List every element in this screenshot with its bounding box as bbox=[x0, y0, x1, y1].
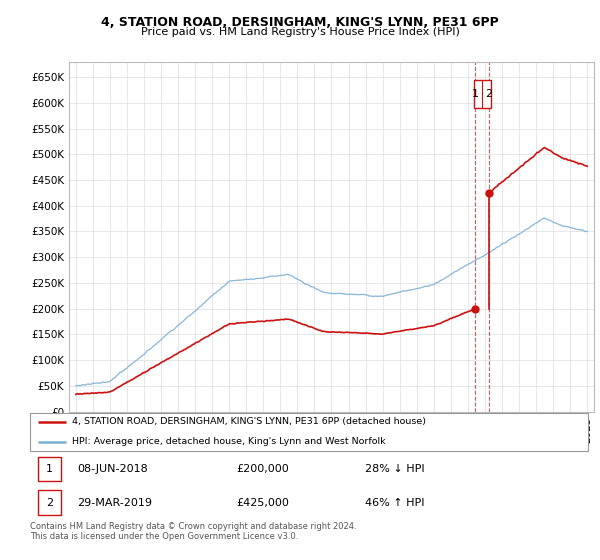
Text: 46% ↑ HPI: 46% ↑ HPI bbox=[365, 497, 424, 507]
Text: HPI: Average price, detached house, King's Lynn and West Norfolk: HPI: Average price, detached house, King… bbox=[72, 437, 385, 446]
Text: Contains HM Land Registry data © Crown copyright and database right 2024.: Contains HM Land Registry data © Crown c… bbox=[30, 522, 356, 531]
Text: 1: 1 bbox=[46, 464, 53, 474]
Text: £200,000: £200,000 bbox=[236, 464, 289, 474]
Text: 4, STATION ROAD, DERSINGHAM, KING'S LYNN, PE31 6PP (detached house): 4, STATION ROAD, DERSINGHAM, KING'S LYNN… bbox=[72, 417, 426, 426]
Bar bbox=[38, 457, 61, 481]
Text: 08-JUN-2018: 08-JUN-2018 bbox=[77, 464, 148, 474]
Text: Price paid vs. HM Land Registry's House Price Index (HPI): Price paid vs. HM Land Registry's House … bbox=[140, 27, 460, 37]
Text: 2: 2 bbox=[46, 497, 53, 507]
Text: £425,000: £425,000 bbox=[236, 497, 289, 507]
Text: 4, STATION ROAD, DERSINGHAM, KING'S LYNN, PE31 6PP: 4, STATION ROAD, DERSINGHAM, KING'S LYNN… bbox=[101, 16, 499, 29]
Text: 2: 2 bbox=[485, 89, 493, 99]
Text: 29-MAR-2019: 29-MAR-2019 bbox=[77, 497, 152, 507]
Bar bbox=[38, 491, 61, 515]
Text: This data is licensed under the Open Government Licence v3.0.: This data is licensed under the Open Gov… bbox=[30, 532, 298, 541]
Text: 1: 1 bbox=[472, 89, 479, 99]
Text: 28% ↓ HPI: 28% ↓ HPI bbox=[365, 464, 424, 474]
Bar bbox=[473, 80, 491, 108]
